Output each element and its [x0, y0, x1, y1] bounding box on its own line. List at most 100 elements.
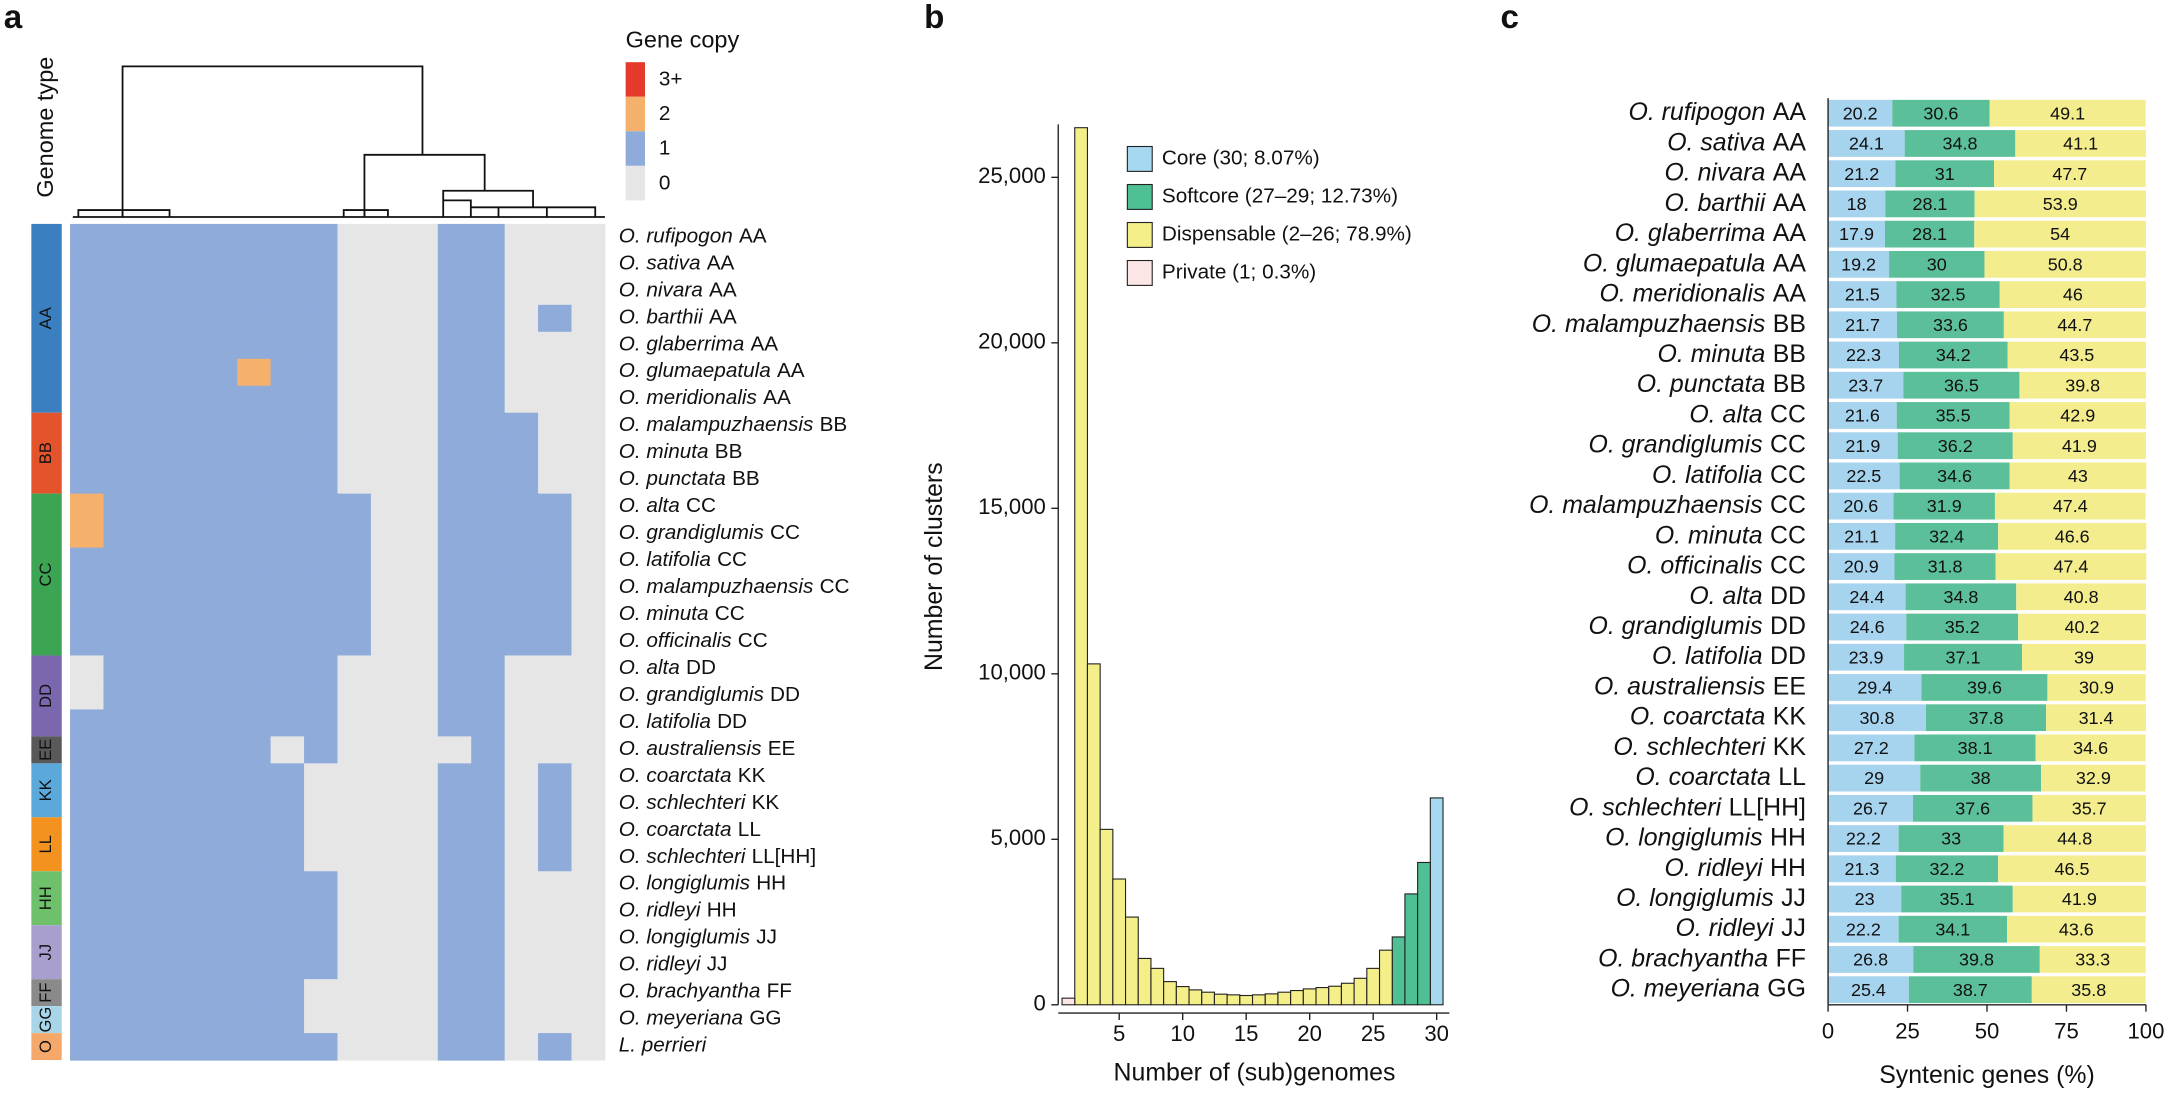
- bar-segment: [1828, 130, 1905, 157]
- bar-segment: [1828, 341, 1899, 369]
- dendrogram: [72, 65, 605, 218]
- bar-segment: [1989, 99, 2146, 127]
- species-name: O. schlechteri: [619, 845, 747, 868]
- heatmap-cell: [136, 493, 171, 522]
- value-label: 34.6: [2073, 738, 2108, 758]
- species-name: O. alta: [1689, 581, 1762, 609]
- value-label: 35.2: [1945, 617, 1980, 637]
- heatmap-cell: [203, 304, 238, 333]
- heatmap-cell: [538, 466, 573, 495]
- species-name: O. sativa: [619, 252, 701, 275]
- heatmap-cell: [504, 790, 539, 818]
- heatmap-cell: [337, 709, 372, 737]
- heatmap-cell: [203, 466, 238, 495]
- genome-code: AA: [1773, 188, 1807, 216]
- category-label: O. longiglumis JJ: [1616, 884, 1806, 912]
- genome-group-label: AA: [36, 306, 55, 329]
- heatmap-cell: [337, 790, 372, 818]
- bar-segment: [1828, 281, 1897, 308]
- heatmap-cell: [270, 763, 305, 791]
- heatmap-cell: [571, 385, 606, 414]
- heatmap-cell: [203, 844, 238, 872]
- heatmap-cell: [103, 304, 138, 333]
- heatmap-cell: [337, 655, 372, 683]
- heatmap-cell: [370, 898, 405, 926]
- value-label: 17.9: [1839, 224, 1874, 244]
- species-name: O. officinalis: [1627, 551, 1762, 579]
- bar-segment: [1828, 432, 1898, 460]
- value-label: 42.9: [2060, 406, 2095, 426]
- bar-segment: [1908, 976, 2032, 1004]
- heatmap-cell: [70, 898, 105, 926]
- heatmap-cell: [170, 250, 205, 279]
- heatmap-cell: [471, 385, 506, 414]
- x-tick-label: 75: [2054, 1018, 2079, 1043]
- value-label: 46.5: [2055, 859, 2090, 879]
- heatmap-cell: [337, 817, 372, 845]
- value-label: 34.8: [1943, 587, 1978, 607]
- heatmap-cell: [370, 925, 405, 953]
- heatmap-cell: [237, 952, 272, 980]
- value-label: 35.7: [2072, 798, 2107, 818]
- category-label: O. latifolia CC: [1652, 460, 1806, 488]
- heatmap-cell: [404, 439, 439, 468]
- heatmap-cell: [304, 412, 339, 441]
- heatmap-cell: [70, 628, 105, 657]
- bar-segment: [2007, 341, 2146, 369]
- heatmap-cell: [404, 331, 439, 360]
- row-label: O. alta DD: [619, 656, 716, 679]
- heatmap-cell: [370, 223, 405, 252]
- heatmap-cell: [170, 817, 205, 845]
- heatmap-cell: [103, 358, 138, 387]
- genome-group-label: CC: [36, 563, 55, 587]
- bar-segment: [1920, 764, 2042, 792]
- species-name: O. alta: [619, 495, 680, 518]
- heatmap-cell: [237, 979, 272, 1007]
- species-name: O. nivara: [1664, 158, 1765, 186]
- value-label: 34.2: [1936, 345, 1971, 365]
- bar-segment: [2018, 613, 2146, 641]
- heatmap-cell: [571, 763, 606, 791]
- heatmap-cell: [538, 871, 573, 899]
- heatmap-cell: [203, 736, 238, 764]
- heatmap-cell: [136, 547, 171, 576]
- value-label: 36.5: [1944, 375, 1979, 395]
- heatmap-cell: [304, 466, 339, 495]
- heatmap-cell: [571, 412, 606, 441]
- value-label: 32.5: [1931, 285, 1966, 305]
- bar-segment: [1828, 492, 1894, 520]
- heatmap-cell: [538, 385, 573, 414]
- heatmap-cell: [270, 250, 305, 279]
- heatmap-cell: [437, 952, 472, 980]
- heatmap-cell: [471, 574, 506, 603]
- value-label: 30.6: [1923, 103, 1958, 123]
- heatmap-cell: [571, 628, 606, 657]
- heatmap-cell: [571, 925, 606, 953]
- heatmap-cell: [370, 493, 405, 522]
- category-label: O. ridleyi HH: [1665, 853, 1806, 881]
- value-label: 36.2: [1938, 436, 1973, 456]
- heatmap-cell: [270, 331, 305, 360]
- heatmap-cell: [103, 547, 138, 576]
- heatmap-cell: [70, 979, 105, 1007]
- legend-swatch: [1126, 259, 1153, 286]
- heatmap-cell: [170, 871, 205, 899]
- value-label: 34.8: [1943, 134, 1978, 154]
- heatmap-cell: [337, 979, 372, 1007]
- heatmap-cell: [170, 547, 205, 576]
- histogram-bar: [1391, 936, 1406, 1006]
- heatmap-cell: [437, 790, 472, 818]
- heatmap-cell: [538, 736, 573, 764]
- legend-title: Gene copy: [626, 27, 740, 53]
- heatmap-cell: [237, 1033, 272, 1061]
- value-label: 22.5: [1846, 466, 1881, 486]
- category-label: O. schlechteri LL[HH]: [1569, 793, 1806, 821]
- heatmap-cell: [170, 952, 205, 980]
- category-label: O. malampuzhaensis BB: [1532, 309, 1806, 337]
- heatmap-cell: [203, 1033, 238, 1061]
- category-label: O. coarctata LL: [1635, 763, 1806, 791]
- histogram-bar: [1378, 949, 1393, 1006]
- row-label: O. latifolia CC: [619, 549, 747, 572]
- heatmap-cell: [337, 763, 372, 791]
- heatmap-cell: [437, 439, 472, 468]
